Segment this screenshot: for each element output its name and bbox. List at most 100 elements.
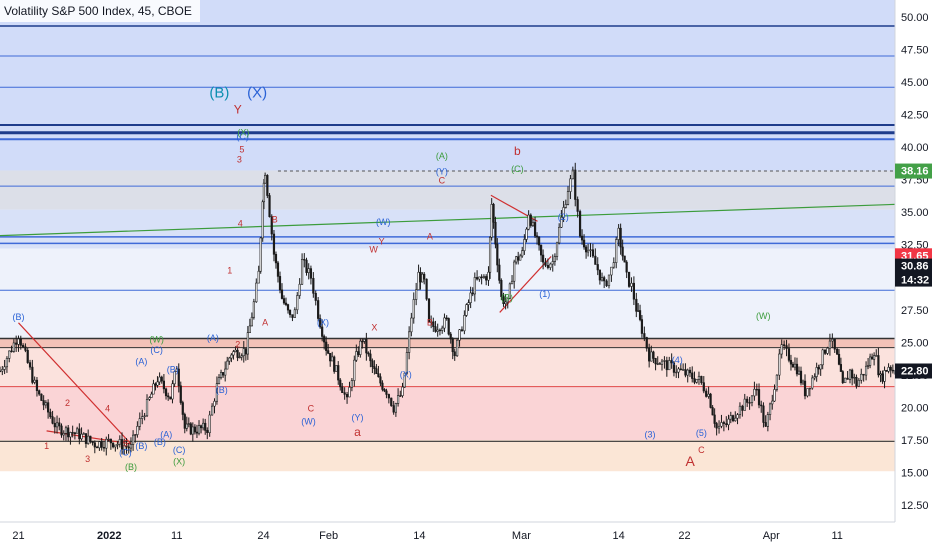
candle-body	[494, 221, 497, 245]
y-tick-label: 20.00	[901, 402, 929, 414]
x-tick-label: 21	[12, 530, 24, 542]
candle-body	[485, 276, 488, 281]
candle-body	[656, 363, 659, 365]
price-tag-label: 38.16	[901, 166, 929, 178]
wave-label: (B)	[135, 441, 147, 451]
candle-body	[274, 254, 278, 264]
candle-body	[31, 366, 34, 383]
candle-body	[828, 340, 832, 349]
candle-body	[213, 400, 216, 407]
candle-body	[458, 329, 461, 341]
candle-body	[185, 423, 188, 429]
candle-body	[102, 447, 106, 449]
candle-body	[860, 373, 863, 381]
candle-body	[189, 423, 192, 435]
wave-label: (X)	[400, 370, 412, 380]
candle-body	[427, 298, 431, 323]
candle-body	[421, 273, 424, 283]
candle-body	[586, 249, 590, 253]
candle-body	[841, 371, 844, 384]
wave-label: (B)	[125, 462, 137, 472]
candle-body	[768, 403, 772, 415]
candle-body	[755, 388, 758, 391]
candle-body	[55, 422, 59, 428]
wave-label: (W)	[376, 217, 391, 227]
candle-body	[544, 261, 547, 266]
price-series-layer	[0, 162, 897, 456]
x-tick-label: Mar	[512, 530, 531, 542]
candle-body	[202, 422, 205, 429]
candle-body	[8, 350, 11, 359]
candle-body	[35, 379, 39, 391]
candle-body	[871, 356, 874, 360]
candle-body	[844, 377, 847, 384]
x-axis-background	[0, 522, 932, 550]
wave-label: (1)	[539, 289, 550, 299]
y-tick-label: 15.00	[901, 468, 929, 480]
wave-label: (5)	[696, 428, 707, 438]
candle-body	[236, 349, 239, 358]
candle-body	[116, 443, 119, 446]
candle-body	[327, 350, 330, 354]
candle-body	[392, 405, 395, 413]
candle-body	[562, 207, 565, 218]
candle-body	[801, 380, 805, 384]
candle-body	[760, 404, 763, 407]
candle-body	[488, 236, 492, 273]
candle-body	[353, 359, 356, 381]
candle-body	[303, 258, 306, 261]
candle-body	[259, 237, 262, 272]
candle-body	[469, 292, 472, 303]
candle-body	[331, 356, 334, 362]
candle-body	[637, 310, 640, 312]
candle-body	[268, 195, 271, 218]
wave-label: 3	[85, 454, 90, 464]
y-tick-label: 12.50	[901, 500, 929, 512]
candle-body	[682, 369, 685, 371]
candle-body	[377, 373, 380, 378]
candle-body	[691, 372, 694, 379]
candle-body	[720, 422, 723, 427]
candle-body	[244, 348, 247, 355]
candle-body	[596, 264, 599, 271]
candle-body	[91, 441, 94, 444]
y-tick-label: 45.00	[901, 77, 929, 89]
candle-body	[82, 433, 85, 435]
candle-body	[762, 405, 765, 423]
candle-body	[632, 282, 635, 300]
candle-body	[211, 405, 214, 416]
candle-body	[652, 351, 655, 359]
candle-body	[270, 216, 273, 235]
candle-body	[40, 393, 43, 401]
candle-body	[325, 341, 328, 351]
candle-body	[419, 271, 422, 283]
candle-body	[387, 394, 390, 399]
horizontal-lines-layer	[0, 25, 895, 442]
candle-body	[430, 321, 433, 323]
candle-body	[136, 426, 139, 435]
candle-body	[150, 393, 153, 398]
candle-body	[240, 355, 243, 358]
candle-body	[339, 379, 342, 388]
candle-body	[305, 259, 308, 273]
candle-body	[228, 357, 231, 362]
trend-line	[499, 256, 552, 313]
candle-body	[478, 276, 481, 280]
candle-body	[808, 387, 811, 390]
candle-body	[589, 249, 592, 251]
candle-body	[148, 397, 151, 400]
candle-body	[381, 382, 384, 390]
candle-body	[771, 400, 774, 405]
wave-label: C	[439, 176, 446, 186]
candle-body	[143, 415, 146, 417]
candle-body	[246, 332, 249, 355]
candle-body	[252, 301, 255, 318]
candle-body	[775, 374, 778, 390]
candle-body	[405, 352, 409, 374]
candle-body	[383, 389, 386, 392]
candle-body	[385, 390, 388, 395]
zone-band	[0, 0, 895, 171]
candle-body	[517, 256, 520, 261]
candle-body	[819, 364, 822, 370]
candle-body	[359, 340, 362, 355]
